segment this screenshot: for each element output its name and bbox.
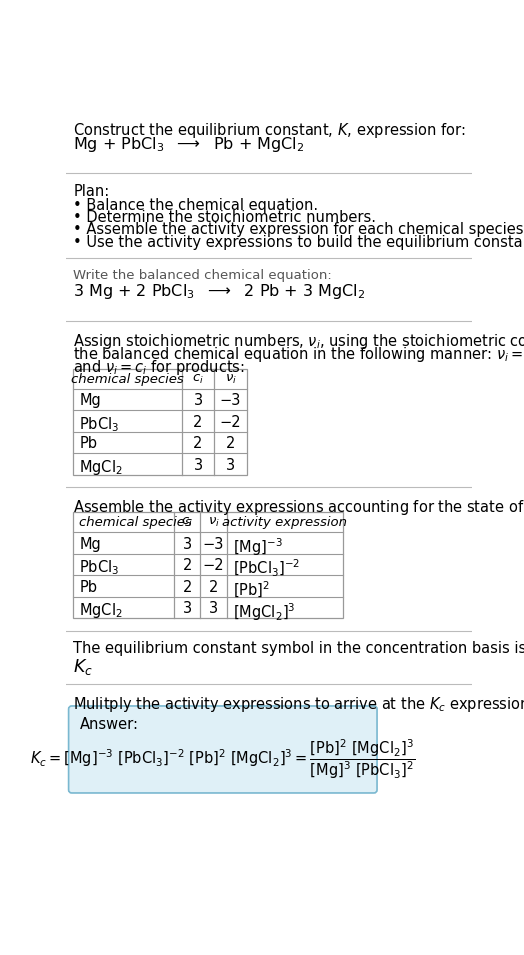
Text: the balanced chemical equation in the following manner: $\nu_i = -c_i$ for react: the balanced chemical equation in the fo…: [73, 345, 524, 364]
Text: 3: 3: [182, 602, 192, 616]
Bar: [73, 369, 247, 475]
Text: 2: 2: [182, 558, 192, 573]
Text: 2: 2: [209, 580, 218, 595]
Text: [MgCl$_2$]$^3$: [MgCl$_2$]$^3$: [233, 602, 296, 623]
Text: chemical species: chemical species: [71, 372, 184, 386]
Text: and $\nu_i = c_i$ for products:: and $\nu_i = c_i$ for products:: [73, 358, 245, 377]
FancyBboxPatch shape: [69, 706, 377, 793]
Bar: [73, 512, 343, 618]
Text: Answer:: Answer:: [80, 717, 138, 732]
Text: 3: 3: [193, 458, 203, 473]
Text: $\nu_i$: $\nu_i$: [225, 372, 236, 386]
Text: • Assemble the activity expression for each chemical species.: • Assemble the activity expression for e…: [73, 223, 524, 238]
Text: 2: 2: [193, 414, 203, 430]
Text: −2: −2: [203, 558, 224, 573]
Text: Plan:: Plan:: [73, 184, 110, 199]
Text: Pb: Pb: [80, 436, 97, 452]
Text: 3: 3: [193, 393, 203, 409]
Text: Pb: Pb: [80, 580, 97, 595]
Text: 3: 3: [209, 602, 218, 616]
Text: $K_c = [\mathrm{Mg}]^{-3}\ [\mathrm{PbCl_3}]^{-2}\ [\mathrm{Pb}]^{2}\ [\mathrm{M: $K_c = [\mathrm{Mg}]^{-3}\ [\mathrm{PbCl…: [30, 737, 416, 781]
Text: activity expression: activity expression: [222, 516, 347, 529]
Text: MgCl$_2$: MgCl$_2$: [80, 458, 123, 477]
Text: PbCl$_3$: PbCl$_3$: [80, 414, 119, 434]
Text: 3 Mg + 2 PbCl$_3$  $\longrightarrow$  2 Pb + 3 MgCl$_2$: 3 Mg + 2 PbCl$_3$ $\longrightarrow$ 2 Pb…: [73, 283, 366, 302]
Text: Assemble the activity expressions accounting for the state of matter and $\nu_i$: Assemble the activity expressions accoun…: [73, 499, 524, 517]
Text: 2: 2: [193, 436, 203, 452]
Text: Mulitply the activity expressions to arrive at the $K_c$ expression:: Mulitply the activity expressions to arr…: [73, 695, 524, 714]
Text: MgCl$_2$: MgCl$_2$: [80, 602, 123, 620]
Text: −3: −3: [220, 393, 241, 409]
Text: • Use the activity expressions to build the equilibrium constant expression.: • Use the activity expressions to build …: [73, 235, 524, 249]
Text: $K_c$: $K_c$: [73, 657, 93, 677]
Text: 2: 2: [182, 580, 192, 595]
Text: • Balance the chemical equation.: • Balance the chemical equation.: [73, 198, 319, 213]
Text: PbCl$_3$: PbCl$_3$: [80, 558, 119, 577]
Text: Construct the equilibrium constant, $K$, expression for:: Construct the equilibrium constant, $K$,…: [73, 120, 466, 139]
Text: [Mg]$^{-3}$: [Mg]$^{-3}$: [233, 537, 282, 559]
Text: −2: −2: [220, 414, 242, 430]
Text: [PbCl$_3$]$^{-2}$: [PbCl$_3$]$^{-2}$: [233, 558, 300, 580]
Text: Write the balanced chemical equation:: Write the balanced chemical equation:: [73, 268, 332, 282]
Text: chemical species: chemical species: [80, 516, 192, 529]
Text: $\nu_i$: $\nu_i$: [208, 516, 220, 529]
Text: Mg: Mg: [80, 393, 101, 409]
Text: Assign stoichiometric numbers, $\nu_i$, using the stoichiometric coefficients, $: Assign stoichiometric numbers, $\nu_i$, …: [73, 331, 524, 350]
Text: 3: 3: [226, 458, 235, 473]
Text: [Pb]$^2$: [Pb]$^2$: [233, 580, 270, 600]
Text: The equilibrium constant symbol in the concentration basis is:: The equilibrium constant symbol in the c…: [73, 641, 524, 656]
Text: 2: 2: [226, 436, 235, 452]
Text: Mg: Mg: [80, 537, 101, 552]
Text: • Determine the stoichiometric numbers.: • Determine the stoichiometric numbers.: [73, 210, 376, 225]
Text: −3: −3: [203, 537, 224, 552]
Text: 3: 3: [182, 537, 192, 552]
Text: $c_i$: $c_i$: [192, 372, 204, 386]
Text: Mg + PbCl$_3$  $\longrightarrow$  Pb + MgCl$_2$: Mg + PbCl$_3$ $\longrightarrow$ Pb + MgC…: [73, 135, 304, 154]
Text: $c_i$: $c_i$: [181, 516, 193, 529]
